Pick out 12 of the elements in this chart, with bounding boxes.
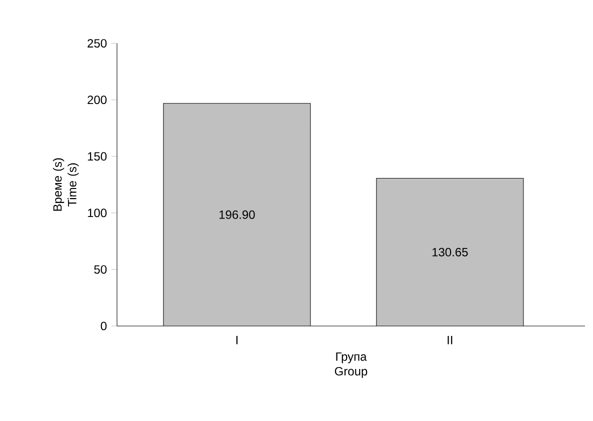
x-tick-label: II xyxy=(448,336,452,344)
x-axis-title: Група Group xyxy=(334,352,368,378)
y-tick-label: 150 xyxy=(88,152,107,161)
x-tick-label: I xyxy=(236,336,238,344)
y-axis-title: Време (s) Time (s) xyxy=(52,158,79,211)
y-tick-label: 200 xyxy=(88,96,107,104)
data-label: 196.90 xyxy=(220,210,255,219)
y-tick-label: 100 xyxy=(88,208,107,218)
y-tick-label: 50 xyxy=(94,265,107,274)
data-label: 130.65 xyxy=(432,248,468,256)
y-tick-label: 0 xyxy=(100,322,107,330)
y-tick-label: 250 xyxy=(88,39,107,48)
